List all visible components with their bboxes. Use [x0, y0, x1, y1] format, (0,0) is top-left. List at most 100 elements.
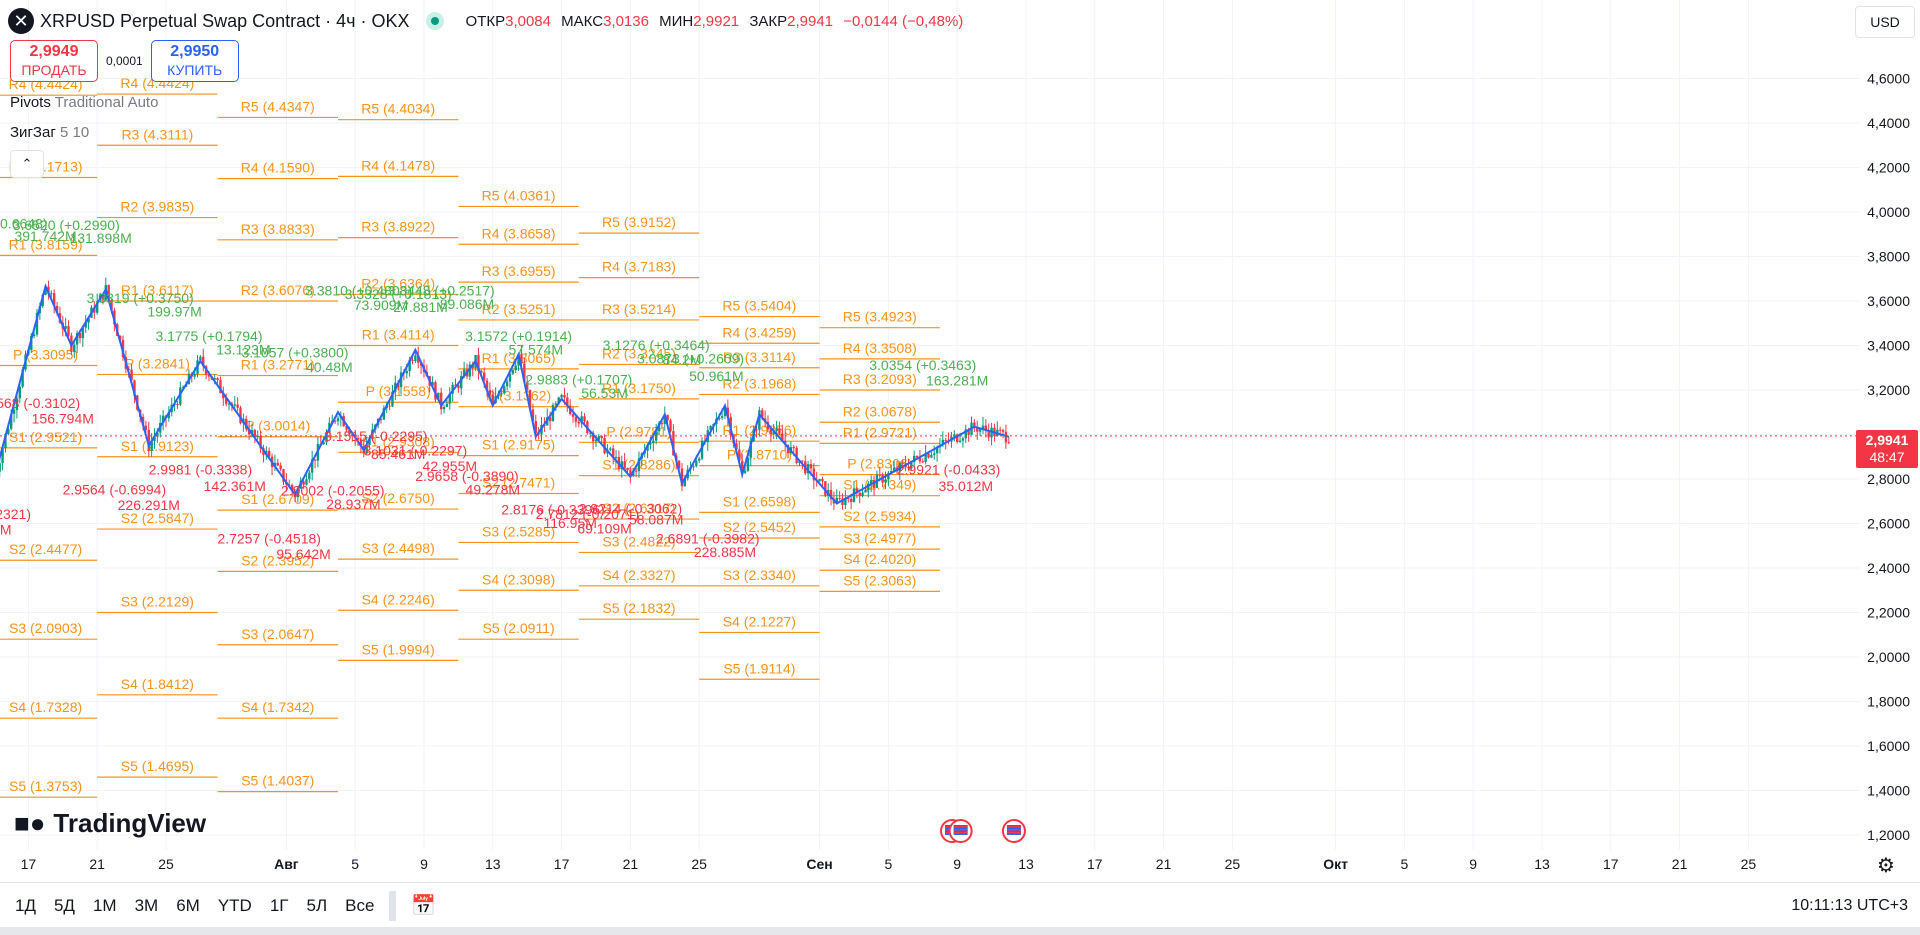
candle-body: [778, 428, 781, 434]
pivot-label: P (2.8710): [727, 447, 792, 463]
candle-body: [302, 481, 305, 485]
x-tick-label: 25: [691, 856, 707, 872]
candle-body: [571, 414, 575, 417]
indicator-zigzag[interactable]: ЗигЗаг 5 10: [10, 124, 89, 141]
candle-body: [308, 472, 311, 480]
candle-body: [333, 420, 337, 422]
pivot-label: S2 (2.3952): [241, 552, 314, 568]
y-tick-label: 3,8000: [1867, 249, 1910, 265]
candle-body: [666, 414, 669, 421]
currency-selector[interactable]: USD: [1855, 6, 1915, 38]
candle-body: [772, 431, 775, 435]
candle-body: [460, 376, 463, 389]
candle-body: [755, 429, 758, 431]
zigzag-label: 73.909M: [354, 297, 408, 313]
zigzag-label: 35.012M: [939, 478, 993, 494]
candle-body: [838, 497, 841, 499]
candle-body: [488, 389, 492, 395]
candle-body: [1004, 431, 1008, 443]
pivot-label: R2 (3.9835): [120, 199, 194, 215]
economic-events[interactable]: [940, 819, 1026, 843]
sell-button[interactable]: 2,9949 ПРОДАТЬ: [10, 40, 98, 82]
zigzag-label: 49.278M: [466, 482, 520, 498]
candle-body: [388, 405, 391, 407]
indicator-pivots[interactable]: Pivots Traditional Auto: [10, 94, 158, 111]
zigzag-label: 2.8176 (-0.3396): [501, 502, 605, 518]
footer-strip: [0, 927, 1920, 935]
range-1y[interactable]: 1Г: [269, 895, 289, 915]
last-price: 2,9941: [1865, 432, 1909, 448]
candle-body: [365, 445, 368, 454]
us-flag-stripe: [1006, 826, 1021, 828]
zigzag-label: 89.086M: [440, 296, 494, 312]
candle-body: [669, 420, 672, 432]
candle-body: [589, 432, 592, 434]
candle-body: [67, 326, 70, 336]
candle-body: [973, 422, 976, 427]
x-tick-label: Авг: [274, 856, 299, 872]
sell-label: ПРОДАТЬ: [21, 62, 87, 78]
calendar-icon[interactable]: 📅: [411, 895, 437, 917]
gear-icon[interactable]: ⚙: [1877, 855, 1895, 877]
candle-body: [239, 407, 242, 424]
range-1d[interactable]: 1Д: [15, 895, 36, 915]
clock[interactable]: 10:11:13 UTC+3: [1791, 883, 1908, 928]
candle-body: [907, 466, 910, 469]
pivot-label: R3 (3.2093): [843, 371, 917, 387]
range-3m[interactable]: 3М: [134, 895, 159, 915]
time-axis[interactable]: 17 21 25 Авг 5 9 13 17 21 25 Сен 5 9 13 17 21 25 Окт 5 9 13 1…: [21, 856, 1757, 872]
range-all[interactable]: Все: [345, 895, 375, 915]
buy-price: 2,9950: [170, 43, 220, 60]
candle-body: [202, 356, 205, 367]
buy-button[interactable]: 2,9950 КУПИТЬ: [150, 40, 239, 82]
ohlc-values: ОТКР3,0084 МАКС3,0136 МИН2,9921 ЗАКР2,99…: [460, 13, 964, 30]
candle-body: [738, 449, 741, 462]
candle-body: [829, 489, 833, 499]
pivot-label: R1 (3.8159): [9, 236, 83, 252]
symbol-title[interactable]: XRPUSD Perpetual Swap Contract · 4ч · OK…: [40, 10, 410, 31]
pivot-label: S2 (2.5934): [843, 508, 916, 524]
candle-body: [0, 463, 1, 472]
us-flag-stripe: [953, 829, 968, 831]
zigzag-label: 513M: [0, 522, 11, 538]
collapse-indicators-button[interactable]: ⌃: [10, 150, 44, 178]
close-value: 2,9941: [787, 12, 834, 30]
candle-body: [924, 453, 927, 462]
zigzag-label: 95.642M: [276, 546, 330, 562]
range-5y[interactable]: 5Л: [306, 895, 328, 915]
tradingview-watermark[interactable]: ■● TradingView: [14, 808, 206, 839]
candle-body: [503, 386, 506, 394]
x-tick-label: 25: [1225, 856, 1241, 872]
candle-body: [480, 370, 483, 373]
candle-body: [101, 294, 105, 300]
range-1m[interactable]: 1М: [92, 895, 117, 915]
range-ytd[interactable]: YTD: [217, 895, 252, 915]
candle-body: [852, 488, 856, 502]
price-axis[interactable]: 1,2000 1,4000 1,6000 1,8000 2,0000 2,2000 2,40…: [1867, 71, 1910, 844]
pivot-label: S4 (2.3327): [602, 567, 675, 583]
range-6m[interactable]: 6М: [176, 895, 200, 915]
pivot-label: R4 (3.8658): [482, 225, 556, 241]
range-5d[interactable]: 5Д: [53, 895, 75, 915]
low-label: МИН: [659, 12, 694, 30]
candle-body: [626, 467, 629, 471]
candle-body: [445, 403, 449, 407]
pivot-label: R2 (3.6364): [361, 275, 435, 291]
zigzag-label: 57.574M: [509, 341, 563, 357]
candle-body: [520, 354, 523, 364]
zigzag-label: 3.0873 (+0.2609): [637, 350, 744, 366]
candle-body: [207, 374, 211, 377]
pivot-label: S1 (2.9175): [482, 437, 555, 453]
y-tick-label: 3,2000: [1867, 382, 1910, 398]
pivot-label: S2 (2.7471): [482, 474, 555, 490]
candle-body: [915, 455, 919, 458]
us-flag-stripe: [953, 826, 968, 828]
pivot-label: S2 (2.6750): [362, 490, 435, 506]
candle-body: [245, 418, 248, 429]
candle-body: [359, 439, 363, 447]
candle-body: [382, 408, 386, 420]
pivot-label: S2 (2.4477): [9, 541, 82, 557]
candle-body: [222, 393, 225, 399]
candle-body: [720, 416, 724, 418]
